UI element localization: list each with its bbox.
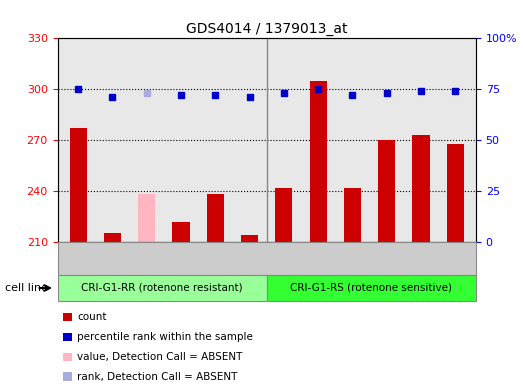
Text: CRI-G1-RR (rotenone resistant): CRI-G1-RR (rotenone resistant)	[81, 283, 243, 293]
Text: percentile rank within the sample: percentile rank within the sample	[77, 332, 253, 342]
Bar	[70, 128, 87, 242]
Bar	[344, 188, 361, 242]
Bar	[275, 188, 292, 242]
Title: GDS4014 / 1379013_at: GDS4014 / 1379013_at	[186, 22, 347, 36]
Bar	[104, 233, 121, 242]
Bar	[310, 81, 327, 242]
Bar	[241, 235, 258, 242]
Text: cell line: cell line	[5, 283, 48, 293]
Bar	[138, 194, 155, 242]
Text: count: count	[77, 312, 107, 322]
Bar	[413, 135, 429, 242]
Bar	[447, 144, 464, 242]
Text: CRI-G1-RS (rotenone sensitive): CRI-G1-RS (rotenone sensitive)	[290, 283, 452, 293]
Bar	[378, 140, 395, 242]
Text: value, Detection Call = ABSENT: value, Detection Call = ABSENT	[77, 352, 243, 362]
Bar	[207, 194, 224, 242]
Bar	[173, 222, 189, 242]
Text: rank, Detection Call = ABSENT: rank, Detection Call = ABSENT	[77, 372, 238, 382]
